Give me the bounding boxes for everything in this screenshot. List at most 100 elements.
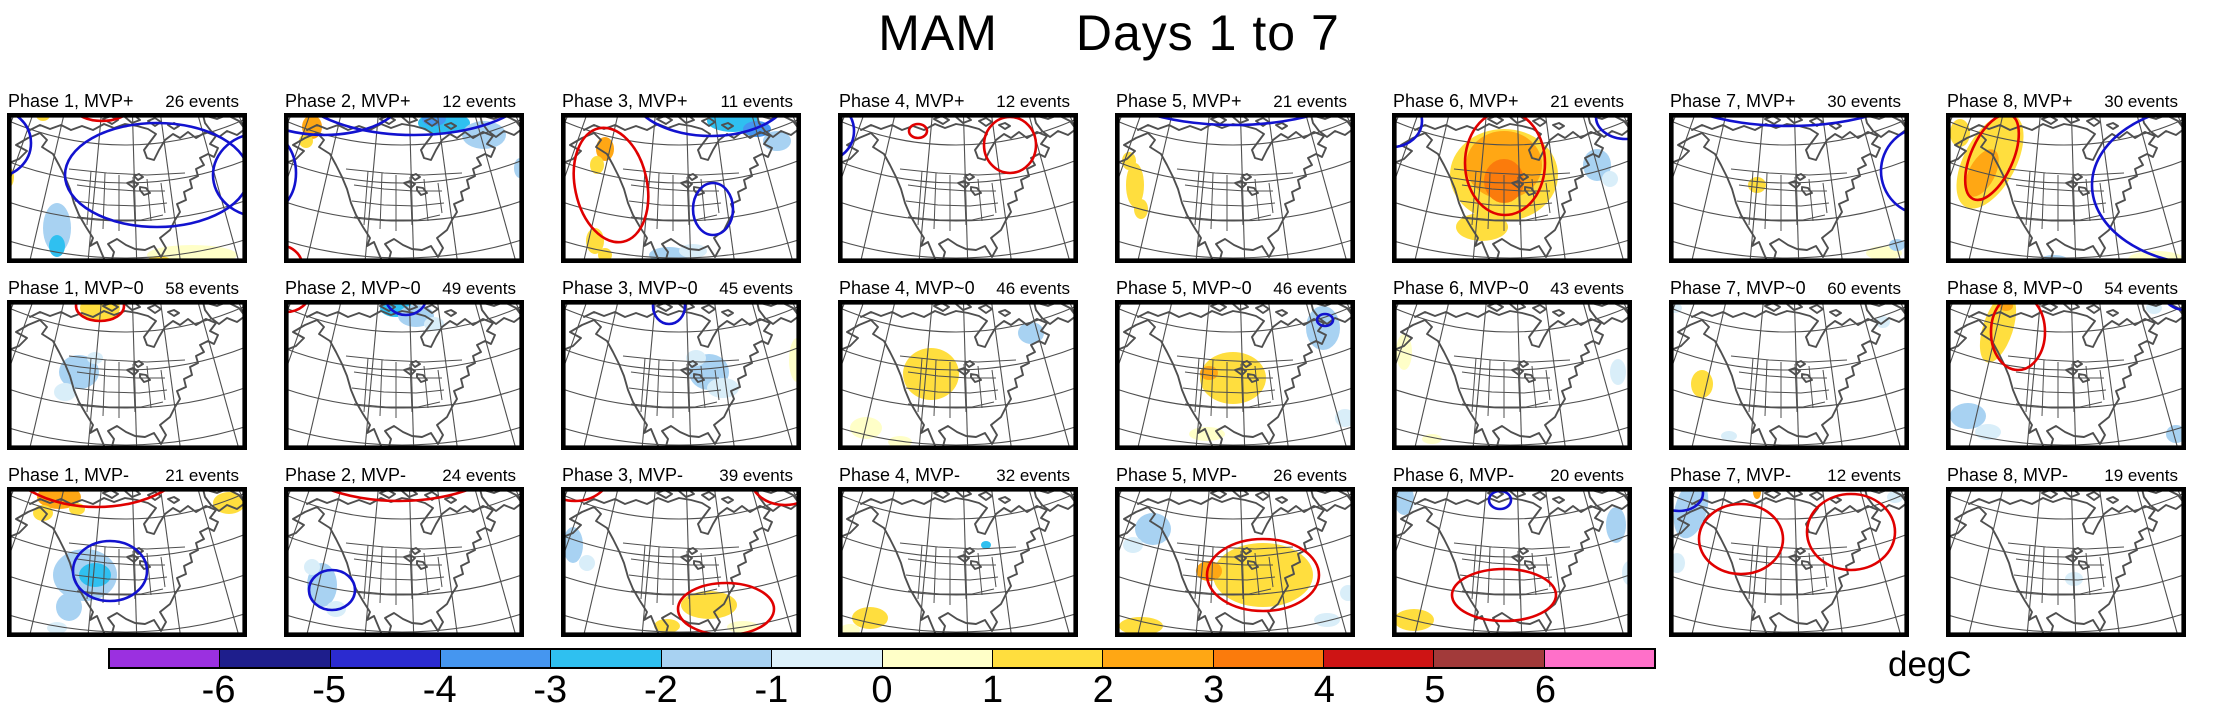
contour-line (211, 133, 247, 217)
panel-events-count: 21 events (1273, 92, 1347, 111)
panel: Phase 1, MVP+ 26 events (7, 91, 247, 263)
panel-map (7, 487, 247, 637)
panel-events-count: 32 events (996, 466, 1070, 485)
panel-events-count: 46 events (996, 279, 1070, 298)
panel: Phase 8, MVP~0 54 events (1946, 278, 2186, 450)
panel-title: Phase 2, MVP~0 (285, 278, 421, 298)
panel-events-count: 58 events (165, 279, 239, 298)
colorbar: degC -6 -5 -4 -3 -2 -1 0 1 2 3 4 5 6 (0, 645, 2218, 709)
contour-line (71, 539, 149, 603)
colorbar-bar (108, 648, 1656, 669)
anomaly-contours (7, 113, 247, 229)
colorbar-segment (110, 650, 221, 667)
shading-patch (981, 541, 991, 549)
panel-header: Phase 6, MVP+ 21 events (1392, 91, 1632, 112)
panel-map (7, 113, 247, 263)
shading-patch (707, 378, 739, 398)
panel: Phase 7, MVP+ 30 events (1669, 91, 1909, 263)
anomaly-contours (1989, 300, 2186, 372)
panel-frame (7, 487, 247, 637)
panel-title: Phase 4, MVP+ (839, 91, 965, 111)
panel-title: Phase 5, MVP- (1116, 465, 1238, 485)
title-days: Days 1 to 7 (1075, 5, 1340, 61)
panel-title: Phase 8, MVP+ (1947, 91, 2073, 111)
panel-header: Phase 8, MVP+ 30 events (1946, 91, 2186, 112)
panel-map (1392, 113, 1632, 263)
panel-header: Phase 1, MVP~0 58 events (7, 278, 247, 299)
colorbar-tick: -2 (643, 669, 678, 711)
shading-patch (852, 607, 888, 629)
shading-patch (2166, 425, 2186, 443)
panel-header: Phase 4, MVP- 32 events (838, 465, 1078, 486)
shading-patch (1213, 543, 1313, 607)
panel-frame (1669, 300, 1909, 450)
panel-map (838, 300, 1078, 450)
contour-line (651, 300, 687, 326)
panel-header: Phase 4, MVP+ 12 events (838, 91, 1078, 112)
anomaly-contours (651, 300, 687, 326)
shading-patch (1606, 507, 1626, 543)
contour-line (907, 122, 929, 140)
panel-header: Phase 3, MVP- 39 events (561, 465, 801, 486)
panel-events-count: 60 events (1827, 279, 1901, 298)
panel: Phase 6, MVP- 20 events (1392, 465, 1632, 637)
panel-title: Phase 7, MVP- (1670, 465, 1792, 485)
panel: Phase 6, MVP+ 21 events (1392, 91, 1632, 263)
panel-frame (561, 113, 801, 263)
colorbar-segment (1213, 650, 1324, 667)
colorbar-tick: 0 (871, 669, 893, 711)
anomaly-contours (1696, 113, 1909, 214)
panel: Phase 3, MVP- 39 events (561, 465, 801, 637)
panel-frame (1115, 300, 1355, 450)
contour-line (691, 181, 735, 237)
panel-map (284, 487, 524, 637)
panel-title: Phase 7, MVP+ (1670, 91, 1796, 111)
contour-line (307, 568, 357, 612)
panel-events-count: 21 events (1550, 92, 1624, 111)
shading-patch (1123, 537, 1143, 553)
panel: Phase 8, MVP- 19 events (1946, 465, 2186, 637)
colorbar-segment (772, 650, 883, 667)
shading-patch (56, 593, 82, 621)
panel-title: Phase 4, MVP- (839, 465, 961, 485)
panel-frame (1392, 487, 1632, 637)
contour-line (1989, 300, 2047, 372)
panel-frame (1115, 487, 1355, 637)
panel-events-count: 30 events (1827, 92, 1901, 111)
shading-patch (1691, 370, 1713, 398)
panel-events-count: 12 events (996, 92, 1070, 111)
panel: Phase 4, MVP- 32 events (838, 465, 1078, 637)
panel-frame (561, 300, 801, 450)
panel-map (7, 300, 247, 450)
anomaly-contours (1205, 537, 1321, 613)
shading-patch (1602, 171, 1618, 187)
panel-header: Phase 1, MVP+ 26 events (7, 91, 247, 112)
shading-patch (888, 436, 912, 448)
shading-patch (590, 156, 604, 174)
anomaly-shading (563, 527, 759, 633)
panel-frame (7, 300, 247, 450)
panel-title: Phase 3, MVP~0 (562, 278, 698, 298)
panel-frame (1392, 113, 1632, 263)
panel-header: Phase 3, MVP+ 11 events (561, 91, 801, 112)
shading-patch (1314, 613, 1340, 627)
panel-header: Phase 7, MVP- 12 events (1669, 465, 1909, 486)
contour-line (1450, 567, 1558, 623)
panel-title: Phase 2, MVP- (285, 465, 407, 485)
colorbar-segment (882, 650, 993, 667)
panel: Phase 1, MVP- 21 events (7, 465, 247, 637)
contour-line (1697, 502, 1785, 576)
colorbar-segment (661, 650, 773, 667)
contour-line (639, 113, 783, 138)
panel-events-count: 46 events (1273, 279, 1347, 298)
panel-title: Phase 6, MVP~0 (1393, 278, 1529, 298)
panel-frame (7, 113, 247, 263)
contour-line (1315, 312, 1335, 328)
colorbar-segment (441, 650, 552, 667)
anomaly-contours (22, 487, 172, 603)
anomaly-contours (1315, 312, 1335, 328)
contour-line (751, 487, 801, 507)
colorbar-segment (1103, 650, 1214, 667)
panel-events-count: 20 events (1550, 466, 1624, 485)
contour-line (1669, 487, 1705, 513)
